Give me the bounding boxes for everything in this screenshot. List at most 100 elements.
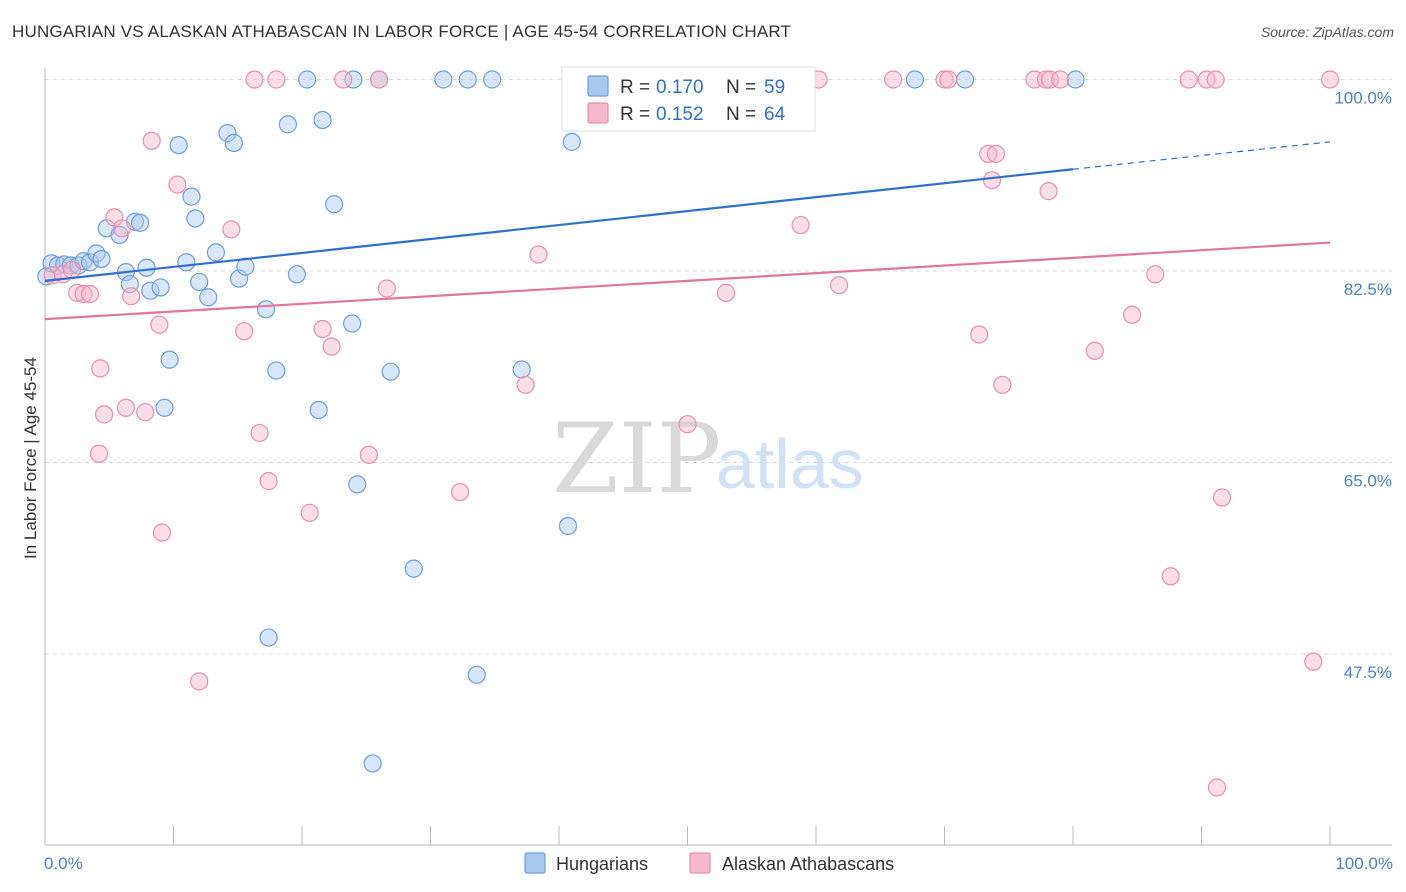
data-point-pink — [1036, 70, 1056, 89]
data-point-pink — [1040, 70, 1059, 89]
watermark-zip: ZIP — [552, 403, 721, 515]
y-tick-label: 65.0% — [1344, 472, 1392, 491]
data-point-pink — [68, 283, 87, 302]
data-point-pink — [1161, 567, 1180, 586]
legend-r-value-1: 0.152 — [656, 104, 704, 125]
data-point-blue — [558, 516, 578, 536]
data-point-blue — [190, 272, 209, 292]
y-axis-label: In Labor Force | Age 45-54 — [21, 357, 40, 559]
bottom-legend-swatch-athabascans — [689, 852, 711, 874]
data-point-pink — [791, 215, 810, 235]
data-point-blue — [467, 665, 486, 684]
grid-layer — [45, 79, 1392, 655]
data-point-pink — [112, 219, 132, 238]
data-point-pink — [883, 70, 903, 89]
data-point-pink — [222, 220, 241, 239]
data-point-pink — [168, 175, 187, 194]
series-blue — [37, 70, 1085, 773]
data-point-blue — [199, 288, 218, 307]
legend-n-value-0: 59 — [764, 77, 785, 98]
data-point-blue — [130, 213, 150, 232]
trend-line-hungarians-extension — [1072, 141, 1331, 170]
data-point-blue — [1066, 70, 1085, 89]
data-point-blue — [458, 70, 477, 89]
data-point-blue — [483, 70, 502, 89]
data-point-pink — [1146, 265, 1165, 284]
data-point-pink — [1212, 488, 1232, 507]
data-point-pink — [334, 70, 353, 89]
data-point-pink — [313, 319, 332, 339]
data-point-pink — [993, 375, 1012, 394]
data-point-pink — [322, 337, 341, 356]
data-point-blue — [562, 132, 581, 151]
data-point-blue — [381, 362, 400, 381]
data-point-pink — [250, 423, 269, 443]
data-point-pink — [979, 144, 998, 164]
data-point-blue — [313, 110, 332, 130]
data-point-blue — [224, 133, 243, 153]
data-point-blue — [151, 278, 170, 297]
data-point-blue — [348, 475, 367, 494]
data-point-pink — [377, 279, 396, 298]
data-point-blue — [137, 258, 156, 277]
data-point-blue — [48, 256, 67, 275]
data-point-blue — [256, 300, 276, 319]
data-point-pink — [91, 359, 110, 378]
data-point-blue — [309, 400, 328, 420]
data-point-blue — [287, 265, 306, 284]
data-point-pink — [1085, 341, 1104, 360]
source-label: Source: ZipAtlas.com — [1260, 24, 1394, 40]
data-point-pink — [245, 70, 264, 89]
data-point-blue — [182, 187, 201, 206]
data-point-pink — [450, 482, 470, 502]
data-point-pink — [935, 70, 954, 89]
data-point-pink — [300, 503, 319, 522]
data-point-blue — [92, 249, 111, 269]
data-point-pink — [1123, 305, 1142, 324]
series-legend: Hungarians Alaskan Athabascans — [524, 852, 894, 874]
data-point-pink — [1179, 70, 1198, 89]
data-point-pink — [80, 284, 100, 304]
data-point-blue — [218, 124, 237, 143]
legend-r-label-0: R = — [620, 77, 650, 98]
trend-line-athabascans — [44, 241, 1331, 321]
data-point-blue — [343, 314, 362, 333]
trend-layer — [44, 141, 1331, 321]
series-pink — [43, 70, 1340, 797]
y-tick-label: 82.5% — [1344, 280, 1392, 299]
chart-title: HUNGARIAN VS ALASKAN ATHABASCAN IN LABOR… — [12, 22, 792, 41]
data-point-pink — [142, 131, 161, 150]
data-point-blue — [186, 209, 205, 228]
data-point-pink — [370, 70, 389, 89]
data-point-pink — [152, 523, 172, 542]
bottom-legend-label-athabascans: Alaskan Athabascans — [722, 854, 894, 874]
data-point-blue — [160, 350, 179, 369]
data-point-pink — [62, 260, 82, 280]
legend-n-value-1: 64 — [764, 104, 786, 125]
legend-r-value-0: 0.170 — [656, 77, 704, 98]
data-point-blue — [141, 281, 160, 300]
data-point-blue — [278, 115, 297, 134]
x-tick-label: 0.0% — [44, 854, 83, 873]
data-point-pink — [939, 70, 958, 89]
data-point-blue — [363, 754, 382, 773]
data-point-blue — [169, 136, 188, 155]
data-point-blue — [512, 360, 531, 379]
bottom-legend-label-hungarians: Hungarians — [556, 854, 648, 874]
data-point-pink — [986, 144, 1006, 164]
bottom-legend-swatch-hungarians — [524, 852, 546, 874]
data-point-pink — [235, 322, 254, 341]
data-point-blue — [905, 70, 925, 89]
data-point-pink — [136, 403, 155, 422]
data-point-blue — [434, 70, 453, 89]
data-point-pink — [259, 472, 278, 491]
data-point-pink — [1320, 70, 1340, 89]
x-tick-label: 100.0% — [1335, 854, 1393, 873]
data-point-blue — [155, 398, 174, 417]
data-point-blue — [259, 628, 278, 647]
data-point-pink — [529, 245, 548, 264]
data-point-blue — [955, 70, 975, 89]
data-point-pink — [116, 398, 136, 417]
data-point-blue — [267, 361, 286, 380]
